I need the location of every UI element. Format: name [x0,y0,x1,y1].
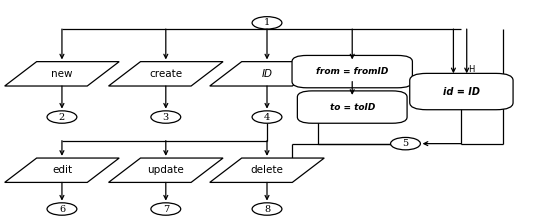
Circle shape [151,203,180,215]
Text: from = fromID: from = fromID [316,67,388,76]
Polygon shape [108,158,223,182]
Polygon shape [210,158,324,182]
Circle shape [252,17,282,29]
Circle shape [390,137,420,150]
Circle shape [47,111,77,123]
Circle shape [252,111,282,123]
Circle shape [47,203,77,215]
Text: id = ID: id = ID [443,87,480,97]
FancyBboxPatch shape [297,91,407,123]
Circle shape [252,203,282,215]
Text: update: update [147,165,184,175]
Polygon shape [5,62,119,86]
Text: 7: 7 [163,204,169,213]
Bar [420,76,502,108]
Polygon shape [108,62,223,86]
Text: 2: 2 [59,113,65,122]
Text: edit: edit [52,165,72,175]
FancyBboxPatch shape [410,73,513,110]
Text: 4: 4 [264,113,270,122]
Polygon shape [5,158,119,182]
Text: 1: 1 [264,18,270,27]
Text: H: H [468,65,474,74]
Text: 8: 8 [264,204,270,213]
Text: ID: ID [262,69,272,79]
Text: 6: 6 [59,204,65,213]
Text: new: new [51,69,73,79]
Circle shape [151,111,180,123]
Text: create: create [149,69,183,79]
Text: to = toID: to = toID [329,103,375,112]
Text: delete: delete [250,165,284,175]
Text: 3: 3 [163,113,169,122]
Text: 5: 5 [403,139,409,148]
Polygon shape [210,62,324,86]
FancyBboxPatch shape [292,56,412,88]
